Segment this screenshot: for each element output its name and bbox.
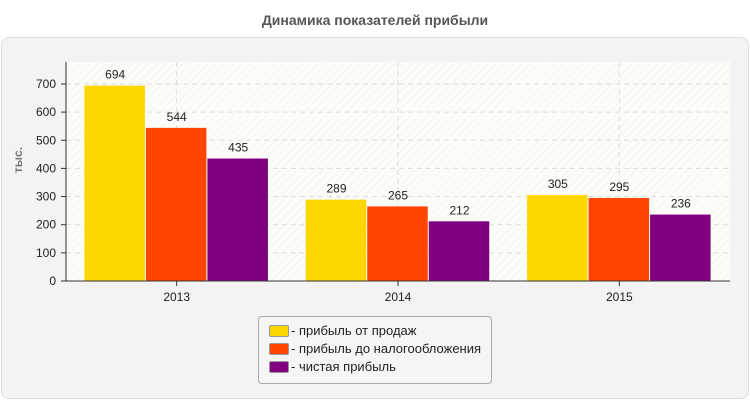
data-label: 305 — [548, 177, 568, 191]
y-tick-label: 0 — [49, 274, 56, 288]
bar — [428, 221, 490, 281]
y-axis-label: тыс. — [11, 147, 25, 173]
y-tick-label: 500 — [36, 133, 56, 147]
bar — [527, 195, 588, 281]
legend-swatch — [269, 360, 289, 373]
legend-label: - прибыль от продаж — [291, 323, 417, 338]
data-label: 435 — [228, 141, 248, 155]
bar — [207, 158, 268, 281]
legend-item: - прибыль до налогообложения — [269, 341, 481, 356]
data-label: 265 — [388, 188, 408, 202]
chart-title: Динамика показателей прибыли — [261, 12, 489, 28]
x-tick-label: 2013 — [163, 290, 190, 304]
legend-label: - чистая прибыль — [291, 359, 396, 374]
legend-item: - прибыль от продаж — [269, 323, 416, 338]
legend-swatch — [269, 342, 289, 355]
legend-swatch — [269, 324, 289, 337]
data-label: 236 — [671, 197, 691, 211]
y-tick-label: 300 — [36, 190, 56, 204]
legend-item: - чистая прибыль — [269, 359, 396, 374]
bar — [367, 206, 428, 281]
x-tick-label: 2015 — [606, 290, 633, 304]
legend: - прибыль от продаж - прибыль до налогоо… — [258, 316, 492, 384]
bar — [84, 85, 145, 282]
data-label: 544 — [167, 110, 187, 124]
y-tick-label: 600 — [36, 105, 56, 119]
y-tick-label: 100 — [36, 246, 56, 260]
x-tick-label: 2014 — [385, 290, 412, 304]
data-label: 295 — [609, 180, 629, 194]
data-label: 694 — [105, 68, 125, 82]
y-tick-label: 400 — [36, 161, 56, 175]
bar — [305, 199, 367, 281]
legend-label: - прибыль до налогообложения — [291, 341, 482, 356]
data-label: 289 — [326, 182, 346, 196]
data-label: 212 — [449, 203, 469, 217]
bar — [588, 197, 650, 281]
bar — [145, 127, 207, 281]
y-tick-label: 700 — [36, 77, 56, 91]
y-tick-label: 200 — [36, 218, 56, 232]
bar — [650, 214, 711, 281]
